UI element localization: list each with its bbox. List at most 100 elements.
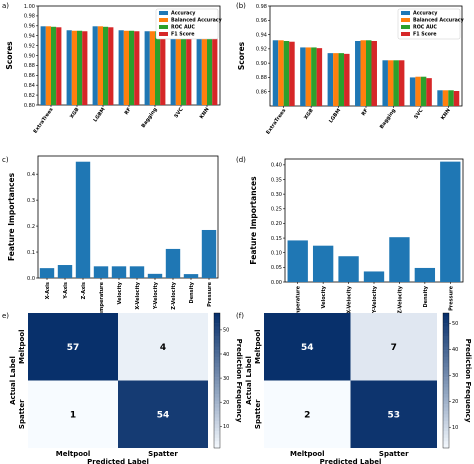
e-colorbar-step — [214, 437, 220, 442]
c-bar-z-axis — [75, 161, 91, 278]
a-bar-xgb-3 — [82, 31, 88, 105]
b-ytick-label: 0.86 — [256, 90, 267, 96]
f-cell-value-0-1: 7 — [391, 343, 397, 353]
c-bar-x-velocity — [129, 266, 145, 278]
d-xtick-label: Velocity — [321, 285, 327, 308]
f-colorbar-label: Prediction Frequency — [464, 339, 472, 423]
c-bar-y-axis — [57, 265, 73, 278]
c-bar-z-velocity — [165, 248, 181, 278]
a-ytick-label: 0.88 — [24, 63, 35, 69]
c-xtick-label: Velocity — [117, 281, 123, 304]
a-bar-lgbm-0 — [92, 26, 98, 106]
e-colorbar-step — [214, 383, 220, 388]
b-bar-rf-1 — [360, 40, 366, 106]
a-xtick-label: Bagging — [140, 106, 158, 129]
a-bar-xgb-0 — [66, 30, 72, 106]
f-colorbar-step — [443, 444, 449, 449]
e-colorbar-step — [214, 414, 220, 418]
d-bar-density — [414, 267, 436, 282]
b-bar-lgbm-1 — [333, 53, 339, 106]
e-colorbar-frame — [213, 312, 221, 449]
e-colorbar-step — [214, 336, 220, 341]
a-bar-bagging-1 — [149, 31, 155, 105]
c-ytick-label: 0.4 — [27, 172, 35, 178]
a-xtick-label: ExtraTrees — [33, 107, 55, 135]
b-xtick-label: XGB — [303, 108, 315, 121]
f-colorbar-step — [443, 397, 449, 402]
e-ylabel: Actual Label — [9, 356, 17, 405]
e-colorbar-step — [214, 316, 220, 321]
c-bar-x-axis — [39, 268, 55, 278]
f-colorbar-step — [443, 323, 449, 327]
b-legend-swatch-1 — [401, 18, 410, 22]
f-ycat-label: Meltpool — [254, 330, 262, 365]
e-colorbar-step — [214, 407, 220, 412]
b-legend-label-1: Balanced Accuracy — [413, 18, 465, 24]
a-legend-label-3: F1 Score — [171, 32, 195, 38]
b-bar-svc-1 — [415, 76, 421, 106]
f-colorbar-step — [443, 434, 449, 439]
e-colorbar-step — [214, 444, 220, 449]
c-ytick-label: 0.3 — [27, 198, 35, 204]
c-xtick-label: Pressure — [207, 281, 213, 306]
panel-label-1: (b) — [236, 2, 246, 10]
f-colorbar-step — [443, 333, 449, 337]
f-colorbar-step — [443, 390, 449, 395]
b-bar-bagging-3 — [398, 60, 405, 106]
c-plot-frame — [37, 155, 219, 279]
b-bar-xgb-2 — [311, 47, 317, 106]
f-cell-value-1-1: 53 — [387, 410, 400, 420]
f-colorbar-step — [443, 404, 449, 408]
f-colorbar-tick-label: 20 — [452, 399, 458, 405]
b-ytick-label: 0.90 — [256, 61, 267, 67]
f-colorbar-step — [443, 346, 449, 351]
b-bar-extratrees-1 — [278, 40, 284, 106]
b-bar-svc-2 — [420, 76, 427, 106]
f-colorbar-step — [443, 326, 449, 331]
f-colorbar-step — [443, 421, 449, 425]
d-xtick-label: X-Velocity — [347, 285, 353, 313]
f-colorbar-tick-label: 40 — [452, 347, 458, 353]
c-xtick-label: Z-Velocity — [171, 281, 177, 309]
e-colorbar-step — [214, 427, 220, 432]
c-ylabel: Feature Importances — [7, 172, 16, 261]
e-cell-0-0 — [28, 313, 118, 381]
f-colorbar-step — [443, 350, 449, 354]
a-bar-svc-3 — [186, 35, 192, 106]
b-bar-extratrees-2 — [283, 41, 290, 106]
a-bar-lgbm-2 — [103, 26, 109, 105]
a-bar-knn-3 — [212, 35, 218, 106]
panel-label-0: a) — [2, 2, 9, 10]
e-colorbar-step — [214, 434, 220, 439]
a-bar-xgb-1 — [71, 30, 77, 105]
a-bar-extratrees-1 — [45, 26, 51, 106]
d-ytick-label: 0.05 — [271, 265, 282, 271]
e-cell-value-1-0: 1 — [70, 410, 76, 420]
e-colorbar-tick-label: 40 — [223, 352, 229, 358]
b-legend-label-2: ROC AUC — [413, 25, 437, 31]
b-legend-box — [397, 8, 461, 40]
e-colorbar-label: Prediction Frequency — [235, 339, 243, 423]
f-cell-0-0 — [264, 313, 351, 381]
e-ycat-label: Meltpool — [18, 330, 26, 365]
b-bar-knn-0 — [437, 90, 443, 106]
e-colorbar-step — [214, 329, 220, 334]
e-colorbar-step — [214, 390, 220, 395]
e-ycat-label: Spatter — [18, 399, 26, 429]
c-xtick-label: X-Velocity — [135, 281, 141, 309]
f-colorbar-step — [443, 383, 449, 388]
d-bar-z-velocity — [389, 237, 410, 282]
e-colorbar-step — [214, 400, 220, 405]
a-ytick-label: 1.00 — [24, 4, 35, 10]
b-bar-bagging-2 — [393, 60, 399, 106]
a-ytick-label: 0.80 — [24, 103, 35, 109]
a-legend-swatch-0 — [159, 11, 168, 15]
a-legend-label-1: Balanced Accuracy — [171, 18, 223, 24]
f-colorbar-tick-label: 30 — [452, 373, 458, 379]
e-colorbar-step — [214, 410, 220, 415]
f-colorbar-step — [443, 363, 449, 368]
b-bar-rf-0 — [355, 41, 361, 106]
d-ytick-label: 0.30 — [271, 192, 282, 198]
a-bar-svc-1 — [175, 35, 181, 105]
e-colorbar-step — [214, 380, 220, 385]
